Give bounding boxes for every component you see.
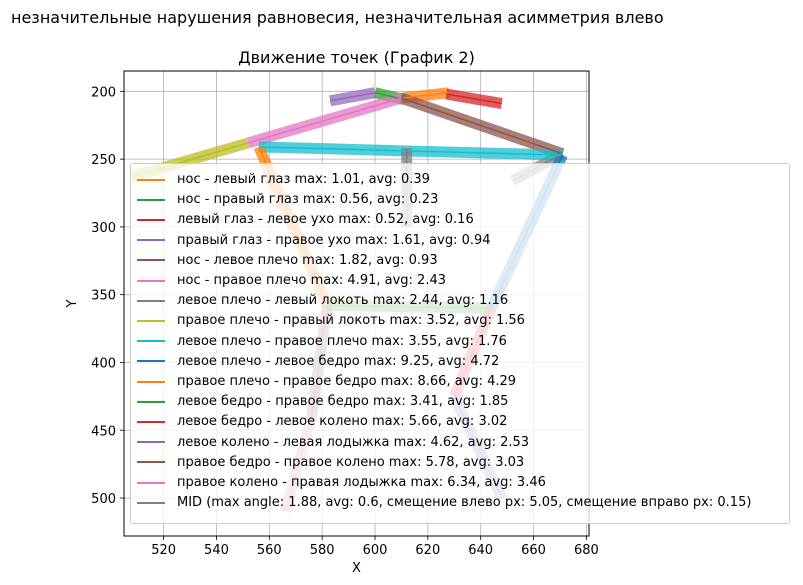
y-tick-label: 400 [91,356,116,371]
series-line-9 [258,146,563,156]
x-tick-label: 680 [574,543,599,558]
legend-label: левое бедро - правое бедро max: 3.41, av… [177,394,509,410]
legend-swatch [137,380,165,383]
x-tick-label: 540 [204,543,229,558]
legend-swatch [137,259,165,262]
y-tick-label: 300 [91,221,116,236]
series-line-4 [329,91,376,102]
legend-entry: левое бедро - левое колено max: 5.66, av… [131,412,507,431]
series-line-3 [446,93,502,105]
legend-swatch [137,501,165,504]
y-tick-label: 450 [91,424,116,439]
legend-swatch [137,400,165,403]
x-tick-label: 580 [310,543,335,558]
legend-entry: правый глаз - правое ухо max: 1.61, avg:… [131,231,491,250]
legend-label: нос - левый глаз max: 1.01, avg: 0.39 [177,172,430,187]
legend-label: правое плечо - правое бедро max: 8.66, a… [177,374,517,389]
legend-label: левое плечо - левый локоть max: 2.44, av… [177,293,509,309]
legend-swatch [137,441,165,444]
legend-entry: правое плечо - правое бедро max: 8.66, a… [131,372,516,391]
legend-swatch [137,340,165,343]
legend-label: левое плечо - левое бедро max: 9.25, avg… [177,353,500,369]
legend-swatch [137,279,165,282]
series-line-6 [247,97,402,144]
x-axis-label: X [352,561,361,576]
x-tick-label: 640 [468,543,493,558]
legend-entry: нос - левое плечо max: 1.82, avg: 0.93 [131,251,438,270]
legend-swatch [137,239,165,242]
x-ticks: 520 540 560 580 600 620 640 660 680 [151,536,599,558]
legend-swatch [137,481,165,484]
legend-entry: левое плечо - правое плечо max: 3.55, av… [131,332,507,351]
legend-entry: правое плечо - правый локоть max: 3.52, … [131,311,525,330]
legend-swatch [137,178,165,181]
legend-label: левое бедро - левое колено max: 5.66, av… [177,414,508,430]
y-ticks: 200 250 300 350 400 450 500 [91,85,124,507]
legend-entry: левое колено - левая лодыжка max: 4.62, … [131,433,529,452]
legend-label: MID (max angle: 1.88, avg: 0.6, смещение… [177,495,752,511]
legend-label: правое колено - правая лодыжка max: 6.34… [177,475,546,490]
y-tick-label: 200 [91,85,116,100]
legend-label: нос - правый глаз max: 0.56, avg: 0.23 [177,192,439,208]
legend-swatch [137,360,165,363]
legend-label: левый глаз - левое ухо max: 0.52, avg: 0… [177,212,474,228]
legend-swatch [137,299,165,302]
legend-entry: нос - правое плечо max: 4.91, avg: 2.43 [131,271,446,290]
legend-swatch [137,420,165,423]
legend-label: нос - правое плечо max: 4.91, avg: 2.43 [177,273,447,288]
legend-swatch [137,198,165,201]
y-tick-label: 500 [91,492,116,507]
x-tick-label: 620 [415,543,440,558]
x-tick-label: 600 [363,543,388,558]
series-line-1 [401,91,450,99]
figure-suptitle: незначительные нарушения равновесия, нез… [11,8,664,27]
y-tick-label: 350 [91,289,116,304]
series-line-5 [401,97,563,155]
legend-entry: левый глаз - левое ухо max: 0.52, avg: 0… [131,210,474,229]
x-tick-label: 520 [151,543,176,558]
legend-entry: правое бедро - правое колено max: 5.78, … [131,453,524,472]
x-tick-label: 560 [257,543,282,558]
legend-swatch [137,461,165,464]
legend-entry: нос - левый глаз max: 1.01, avg: 0.39 [131,170,430,189]
legend-label: правое бедро - правое колено max: 5.78, … [177,454,525,470]
legend-label: левое колено - левая лодыжка max: 4.62, … [177,434,530,450]
legend-entry: левое плечо - левый локоть max: 2.44, av… [131,291,508,310]
legend-entry: нос - правый глаз max: 0.56, avg: 0.23 [131,190,438,209]
legend-swatch [137,218,165,221]
legend-entry: MID (max angle: 1.88, avg: 0.6, смещение… [131,493,751,512]
legend: нос - левый глаз max: 1.01, avg: 0.39 нос… [130,163,790,524]
legend-entry: левое бедро - правое бедро max: 3.41, av… [131,392,508,411]
x-tick-label: 660 [521,543,546,558]
legend-label: правый глаз - правое ухо max: 1.61, avg:… [177,232,491,248]
legend-label: левое плечо - правое плечо max: 3.55, av… [177,333,507,349]
legend-entry: правое колено - правая лодыжка max: 6.34… [131,473,546,492]
chart-title: Движение точек (График 2) [238,48,475,67]
legend-label: правое плечо - правый локоть max: 3.52, … [177,313,525,329]
legend-entry: левое плечо - левое бедро max: 9.25, avg… [131,352,499,371]
legend-swatch [137,319,165,322]
y-tick-label: 250 [91,153,116,168]
y-axis-label: Y [65,299,80,308]
legend-label: нос - левое плечо max: 1.82, avg: 0.93 [177,252,438,268]
